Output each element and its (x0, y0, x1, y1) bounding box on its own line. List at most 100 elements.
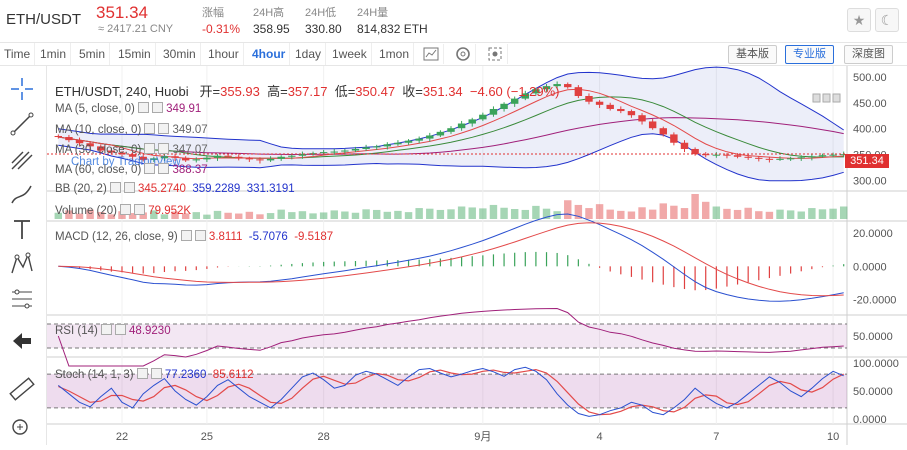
tf-4hour[interactable]: 4hour (248, 43, 291, 65)
volume-bar (829, 208, 837, 219)
view-basic-button[interactable]: 基本版 (728, 45, 777, 64)
volume-bar (670, 205, 678, 219)
volume-bar (266, 213, 275, 219)
volume-bar (755, 211, 763, 219)
brush-icon[interactable] (9, 181, 35, 207)
volume-bar (839, 206, 848, 219)
volume-bar (404, 212, 413, 219)
last-price: 351.34 (96, 3, 148, 22)
cny-price: ≈ 2417.21 CNY (98, 23, 174, 35)
tf-1day[interactable]: 1day (291, 43, 327, 65)
candle-body (298, 154, 307, 156)
rsi-band (47, 324, 847, 348)
zoom-in-icon[interactable] (9, 416, 35, 442)
tf-1hour[interactable]: 1hour (204, 43, 244, 65)
ma5-legend[interactable]: MA (5, close, 0) 349.91 (55, 102, 202, 115)
volume-bar (818, 209, 827, 219)
tf-15min[interactable]: 15min (114, 43, 156, 65)
ma10-line (58, 96, 844, 159)
volume-bar (65, 210, 73, 219)
volume-bar (447, 209, 455, 219)
ruler-icon[interactable] (9, 376, 35, 402)
fib-icon[interactable] (9, 286, 35, 312)
pane-control-a (812, 93, 821, 103)
settings-icon[interactable] (451, 44, 476, 64)
rsi-legend[interactable]: RSI (14) 48.9230 (55, 324, 171, 337)
tf-1mon[interactable]: 1mon (375, 43, 415, 65)
candle-body (786, 158, 795, 160)
volume-bar (712, 206, 721, 219)
candle-body (595, 101, 604, 105)
moon-icon[interactable]: ☾ (875, 8, 899, 32)
candle-body (65, 137, 73, 141)
ma60-line (58, 117, 844, 156)
volume-bar (181, 213, 190, 219)
view-pro-button[interactable]: 专业版 (785, 45, 834, 64)
candle-body (808, 156, 816, 158)
volume-bar (245, 211, 254, 219)
pair-title[interactable]: ETH/USDT (6, 11, 81, 28)
ohlc-legend: ETH/USDT, 240, Huobi 开=355.93 高=357.17 低… (55, 84, 560, 99)
volume-bar (224, 212, 232, 219)
stat-change: 涨幅 -0.31% (202, 7, 241, 36)
candle-body (404, 140, 413, 143)
candle-body (585, 96, 593, 102)
tf-5min[interactable]: 5min (75, 43, 111, 65)
view-depth-button[interactable]: 深度图 (844, 45, 893, 64)
ma10-legend[interactable]: MA (10, close, 0) 349.07 (55, 123, 208, 136)
pitchfork-icon[interactable] (9, 146, 35, 172)
volume-bar (160, 214, 169, 219)
tf-1week[interactable]: 1week (328, 43, 372, 65)
volume-bar (288, 212, 296, 219)
volume-bar (786, 210, 795, 219)
volume-bar (627, 211, 636, 219)
x-tick-label: 9月 (474, 431, 491, 443)
candle-body (691, 148, 699, 155)
bb-legend[interactable]: BB (20, 2) 345.2740 359.2289 331.3191 (55, 182, 295, 195)
volume-bar (542, 208, 551, 219)
tf-time[interactable]: Time (0, 43, 36, 65)
capture-icon[interactable] (483, 44, 508, 64)
candle-body (394, 142, 402, 145)
x-tick-label: 10 (827, 431, 839, 443)
candle-body (659, 128, 667, 135)
candle-body (839, 154, 848, 156)
macd-tick-label: 20.0000 (853, 228, 893, 240)
volume-bar (107, 214, 116, 219)
crosshair-icon[interactable] (9, 76, 35, 102)
volume-bar (351, 212, 360, 219)
price-tick-label: 400.00 (853, 124, 887, 136)
trend-line-icon[interactable] (9, 111, 35, 137)
x-tick-label: 7 (713, 431, 719, 443)
candle-body (702, 154, 710, 156)
pattern-icon[interactable] (9, 251, 35, 277)
candle-body (500, 103, 508, 109)
candle-body (319, 152, 328, 154)
stoch-legend[interactable]: Stoch (14, 1, 3) 77.2360 85.6112 (55, 368, 254, 381)
star-icon[interactable]: ★ (847, 8, 871, 32)
volume-bar (479, 208, 487, 219)
chart-area[interactable]: 2225289月4710500.00450.00400.00350.00300.… (47, 66, 907, 445)
candle-body (776, 158, 784, 160)
macd-signal-line (58, 222, 844, 297)
tf-1min[interactable]: 1min (36, 43, 72, 65)
volume-bar (648, 209, 657, 219)
candle-body (213, 155, 222, 158)
volume-bar (659, 203, 667, 219)
chart-svg[interactable]: 2225289月4710500.00450.00400.00350.00300.… (47, 66, 907, 445)
candle-body (733, 155, 742, 157)
text-icon[interactable] (9, 216, 35, 242)
macd-legend[interactable]: MACD (12, 26, close, 9) 3.8111 -5.7076 -… (55, 230, 334, 243)
volume-bar (213, 210, 222, 219)
ma30-legend[interactable]: MA (30, close, 0) 347.07 (55, 143, 208, 156)
bar-chart-icon[interactable] (419, 44, 444, 64)
back-arrow-icon[interactable] (9, 328, 35, 354)
ma60-legend[interactable]: MA (60, close, 0) 388.37 (55, 163, 208, 176)
candle-body (383, 144, 392, 147)
volume-bar (595, 204, 604, 219)
stoch-k-line (57, 366, 844, 417)
volume-bar (808, 208, 816, 219)
tf-30min[interactable]: 30min (159, 43, 201, 65)
volume-bar (733, 209, 742, 219)
volume-legend[interactable]: Volume (20) 79.952K (55, 204, 192, 217)
